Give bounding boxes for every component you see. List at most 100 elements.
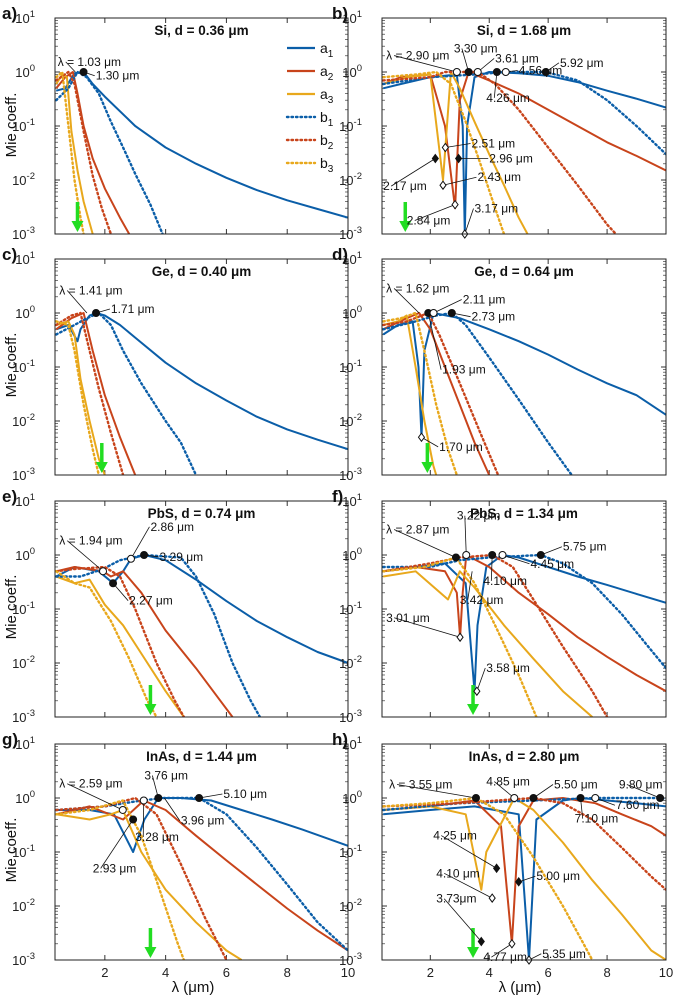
- annotation-leader: [442, 176, 477, 186]
- diamond-marker: [454, 153, 463, 164]
- y-tick-label: 10-2: [12, 171, 35, 188]
- y-tick-exponent: 0: [357, 304, 362, 315]
- green-arrow-head: [421, 462, 434, 473]
- annotation-label: 4.56 μm: [519, 63, 563, 77]
- x-tick-label: 10: [659, 965, 673, 980]
- y-tick-exponent: -3: [27, 951, 35, 962]
- annotation-label: 4.45 μm: [530, 557, 574, 571]
- y-tick-base: 10: [339, 710, 353, 725]
- diamond-marker: [473, 686, 481, 697]
- y-tick-exponent: 1: [357, 250, 362, 261]
- y-tick-label: 100: [15, 63, 35, 80]
- filled-circle-marker: [464, 68, 473, 76]
- y-tick-label: 100: [15, 304, 35, 321]
- y-tick-label: 101: [342, 492, 362, 509]
- y-tick-label: 10-1: [12, 843, 35, 860]
- filled-circle-marker: [471, 794, 480, 802]
- y-tick-label: 10-1: [339, 600, 362, 617]
- y-tick-base: 10: [339, 173, 353, 188]
- x-tick-label: 4: [162, 965, 169, 980]
- y-tick-exponent: -1: [27, 843, 35, 854]
- plot-frame: [381, 258, 667, 476]
- annotation-label: 3.01 μm: [386, 611, 430, 625]
- annotation-label: 7.10 μm: [575, 812, 619, 826]
- y-tick-exponent: -2: [27, 412, 35, 423]
- legend-label-a3: a3: [320, 86, 334, 106]
- diamond-marker: [508, 938, 516, 949]
- green-arrow-head: [71, 221, 84, 232]
- annotation-label: 5.00 μm: [536, 869, 580, 883]
- y-tick-exponent: -1: [354, 600, 362, 611]
- panel-title: InAs, d = 1.44 μm: [146, 749, 257, 764]
- open-circle-marker: [501, 68, 510, 76]
- series-a2-solid: [383, 554, 666, 693]
- y-tick-exponent: -2: [27, 897, 35, 908]
- annotation-label: 2.27 μm: [129, 594, 173, 608]
- series-group: [55, 553, 348, 717]
- y-tick-base: 10: [342, 494, 356, 509]
- annotation-label: λ = 3.55 μm: [389, 777, 452, 791]
- y-tick-exponent: 1: [30, 735, 35, 746]
- y-tick-base: 10: [12, 845, 26, 860]
- annotation-label: 3.73μm: [436, 892, 476, 906]
- y-tick-base: 10: [342, 252, 356, 267]
- x-axis-label: λ (μm): [172, 979, 215, 996]
- series-a1-solid: [55, 71, 348, 219]
- series-b3-dotted: [55, 570, 158, 717]
- y-tick-exponent: -2: [354, 412, 362, 423]
- series-b1-dotted: [382, 553, 666, 670]
- annotation-label: 3.17 μm: [475, 202, 519, 216]
- annotation-label: 2.17 μm: [383, 179, 427, 193]
- annotation-label: 2.86 μm: [150, 520, 194, 534]
- series-b2-dotted: [55, 70, 113, 234]
- y-tick-label: 10-3: [12, 225, 35, 242]
- series-b2-dotted: [382, 70, 618, 234]
- series-group: [382, 796, 666, 960]
- filled-circle-marker: [451, 553, 460, 562]
- y-tick-exponent: -3: [354, 466, 362, 477]
- y-tick-base: 10: [12, 360, 26, 375]
- diamond-marker: [431, 153, 439, 164]
- y-tick-label: 10-1: [12, 600, 35, 617]
- annotation-label: 1.71 μm: [111, 302, 155, 316]
- y-tick-exponent: -2: [354, 654, 362, 665]
- y-axis-label: Mie coeff.: [3, 333, 20, 398]
- annotation-leader: [493, 71, 498, 98]
- x-tick-label: 8: [284, 965, 291, 980]
- legend-subscript: 2: [328, 72, 334, 83]
- y-tick-exponent: -2: [27, 654, 35, 665]
- y-tick-exponent: -3: [27, 225, 35, 236]
- x-tick-label: 6: [223, 965, 230, 980]
- panel-title: Ge, d = 0.64 μm: [474, 264, 573, 279]
- legend-subscript: 3: [328, 95, 334, 106]
- plot-frame: [54, 258, 349, 476]
- y-tick-base: 10: [12, 119, 26, 134]
- annotation-leader: [427, 312, 442, 370]
- annotation-label: 5.10 μm: [223, 787, 267, 801]
- diamond-marker: [456, 632, 464, 643]
- filled-circle-marker: [109, 579, 118, 588]
- series-b2-dotted: [382, 796, 666, 891]
- annotation-label: 3.61 μm: [495, 51, 539, 65]
- series-a3-solid: [383, 570, 593, 717]
- y-tick-label: 10-2: [12, 897, 35, 914]
- x-tick-label: 10: [341, 965, 355, 980]
- diamond-marker: [417, 432, 426, 443]
- y-tick-base: 10: [15, 306, 29, 321]
- annotation-label: 4.10 μm: [436, 866, 480, 880]
- open-circle-marker: [510, 794, 519, 802]
- annotation-label: λ = 1.94 μm: [59, 534, 122, 548]
- filled-circle-marker: [154, 794, 163, 802]
- annotation-label: 5.35 μm: [542, 947, 586, 961]
- y-tick-base: 10: [339, 899, 353, 914]
- legend-label-b1: b1: [320, 109, 334, 129]
- annotation-leader: [494, 781, 515, 799]
- series-b2-dotted: [55, 311, 125, 475]
- y-tick-label: 100: [342, 63, 362, 80]
- y-tick-exponent: 1: [357, 492, 362, 503]
- y-tick-base: 10: [339, 119, 353, 134]
- y-tick-exponent: 0: [30, 63, 35, 74]
- open-circle-marker: [462, 551, 471, 559]
- y-tick-base: 10: [12, 468, 26, 483]
